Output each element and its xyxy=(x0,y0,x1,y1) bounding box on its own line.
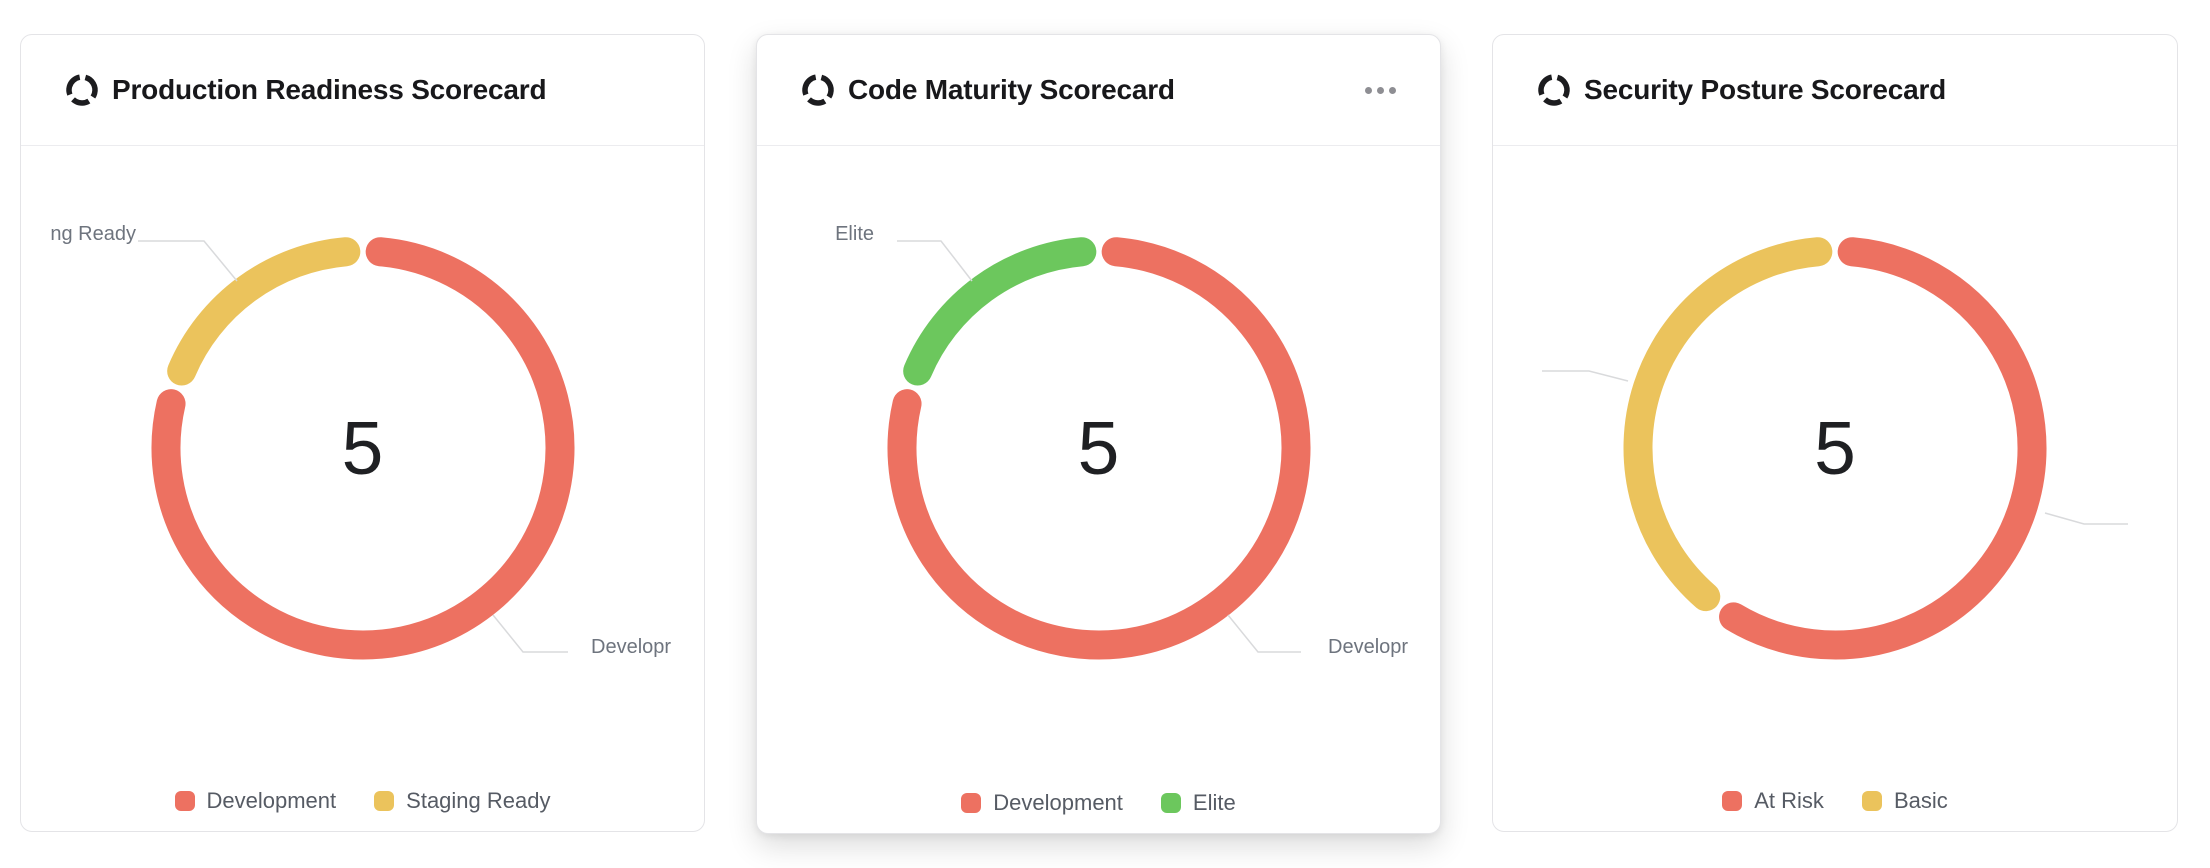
legend-swatch xyxy=(961,793,982,813)
donut-chart[interactable] xyxy=(1615,228,2055,668)
chart-legend: At Risk Basic xyxy=(1493,788,2177,814)
legend-swatch xyxy=(174,791,195,811)
legend-item-development[interactable]: Development xyxy=(174,788,337,814)
donut-segment-basic[interactable] xyxy=(1623,237,1833,612)
production-readiness-card: Production Readiness Scorecard 5 ng Read… xyxy=(20,34,705,832)
donut-segment-elite[interactable] xyxy=(902,237,1096,386)
donut-chart[interactable] xyxy=(879,228,1319,668)
code-maturity-card: Code Maturity Scorecard 5 Elite Developr… xyxy=(756,34,1441,834)
legend-item-elite[interactable]: Elite xyxy=(1160,790,1236,816)
segment-callout-label: Elite xyxy=(835,223,874,245)
legend-swatch xyxy=(1722,791,1743,811)
donut-chart-icon xyxy=(1537,73,1571,107)
donut-center-value: 5 xyxy=(1077,406,1120,490)
donut-chart-area: 5 ng Ready Developr Development Staging … xyxy=(21,146,704,830)
chart-legend: Development Staging Ready xyxy=(21,788,704,814)
card-header: Security Posture Scorecard xyxy=(1493,35,2177,146)
segment-callout-label: Developr xyxy=(1328,636,1409,658)
legend-label: Development xyxy=(993,790,1123,815)
donut-center-value: 5 xyxy=(341,406,384,490)
ellipsis-dot xyxy=(1365,86,1372,94)
card-title: Code Maturity Scorecard xyxy=(848,74,1175,105)
donut-chart-icon xyxy=(65,73,99,107)
legend-item-at-risk[interactable]: At Risk xyxy=(1722,788,1824,814)
ellipsis-dot xyxy=(1377,86,1384,94)
donut-segment-development[interactable] xyxy=(151,237,574,660)
legend-label: Basic xyxy=(1893,788,1948,813)
legend-item-development[interactable]: Development xyxy=(961,790,1123,816)
legend-item-staging-ready[interactable]: Staging Ready xyxy=(374,788,550,814)
segment-callout-label: ng Ready xyxy=(50,223,136,245)
legend-item-basic[interactable]: Basic xyxy=(1861,788,1948,814)
donut-segment-at-risk[interactable] xyxy=(1719,237,2047,660)
legend-label: At Risk xyxy=(1754,788,1824,813)
donut-segment-development[interactable] xyxy=(887,237,1310,660)
card-header: Code Maturity Scorecard xyxy=(757,35,1440,146)
legend-label: Elite xyxy=(1192,790,1236,815)
legend-swatch xyxy=(1861,791,1882,811)
donut-chart-icon xyxy=(801,73,835,107)
legend-label: Development xyxy=(206,788,337,813)
segment-callout-label: Developr xyxy=(591,636,672,658)
legend-swatch xyxy=(1160,793,1181,813)
donut-chart-area: 5 Elite Developr Development Elite xyxy=(757,146,1440,832)
card-header: Production Readiness Scorecard xyxy=(21,35,704,146)
card-title: Production Readiness Scorecard xyxy=(112,74,547,105)
donut-chart-area: 5 At Risk Basic xyxy=(1493,146,2177,830)
ellipsis-dot xyxy=(1389,86,1396,94)
legend-swatch xyxy=(374,791,395,811)
card-title: Security Posture Scorecard xyxy=(1584,74,1947,105)
legend-label: Staging Ready xyxy=(406,788,551,813)
chart-legend: Development Elite xyxy=(757,790,1440,816)
security-posture-card: Security Posture Scorecard 5 At Risk Bas… xyxy=(1492,34,2178,832)
donut-center-value: 5 xyxy=(1814,406,1856,490)
more-options-button[interactable] xyxy=(1361,77,1400,104)
donut-segment-staging-ready[interactable] xyxy=(166,237,360,386)
donut-chart[interactable] xyxy=(143,228,583,668)
